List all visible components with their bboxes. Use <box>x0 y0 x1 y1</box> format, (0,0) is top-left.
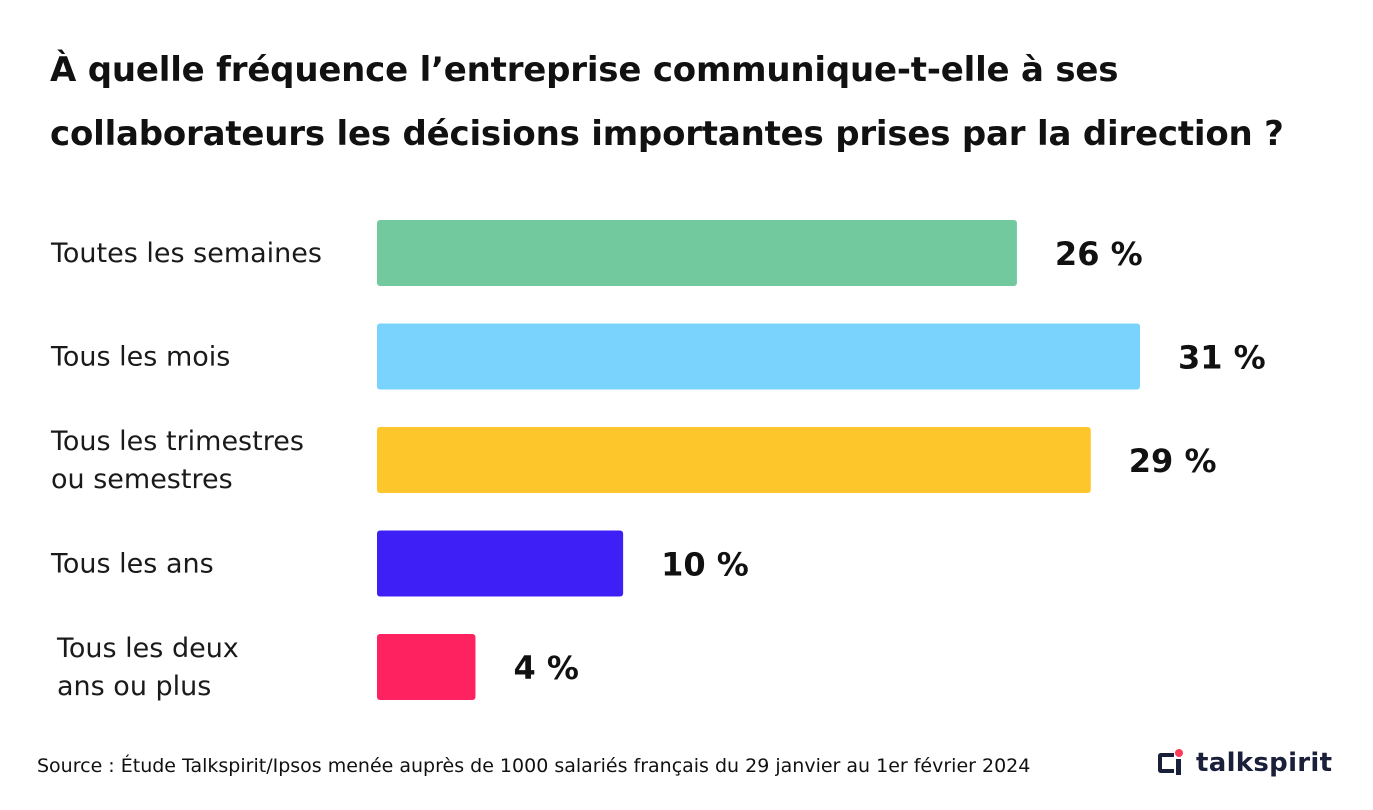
category-label-3: Tous les ans <box>50 549 214 580</box>
chart-title-line-2: collaborateurs les décisions importantes… <box>50 114 1284 154</box>
category-label-2: Tous les trimestres ou semestres <box>50 426 304 495</box>
category-label-1: Tous les mois <box>50 342 230 373</box>
value-label-3: 10 % <box>661 546 749 584</box>
bar-3 <box>377 530 624 597</box>
brand-name: talkspirit <box>1196 748 1333 778</box>
source-note: Source : Étude Talkspirit/Ipsos menée au… <box>37 755 1031 777</box>
bar-1 <box>377 323 1140 390</box>
category-label-0: Toutes les semaines <box>50 238 322 269</box>
value-label-1: 31 % <box>1178 339 1266 377</box>
talkspirit-logo: talkspirit <box>1158 748 1332 778</box>
chart-title: À quelle fréquence l’entreprise communiq… <box>50 38 1340 166</box>
chart-title-line-1: À quelle fréquence l’entreprise communiq… <box>50 50 1119 90</box>
category-label-4: Tous les deux ans ou plus <box>56 633 239 702</box>
value-label-4: 4 % <box>513 649 578 687</box>
bar-2 <box>377 427 1091 493</box>
bar-4 <box>377 634 476 700</box>
bar-0 <box>377 220 1017 286</box>
bar-chart: 26 % Toutes les semaines 31 % Tous les mois… <box>50 220 1266 702</box>
value-label-2: 29 % <box>1129 442 1217 480</box>
value-label-0: 26 % <box>1055 235 1143 273</box>
talkspirit-logo-icon <box>1158 749 1186 777</box>
